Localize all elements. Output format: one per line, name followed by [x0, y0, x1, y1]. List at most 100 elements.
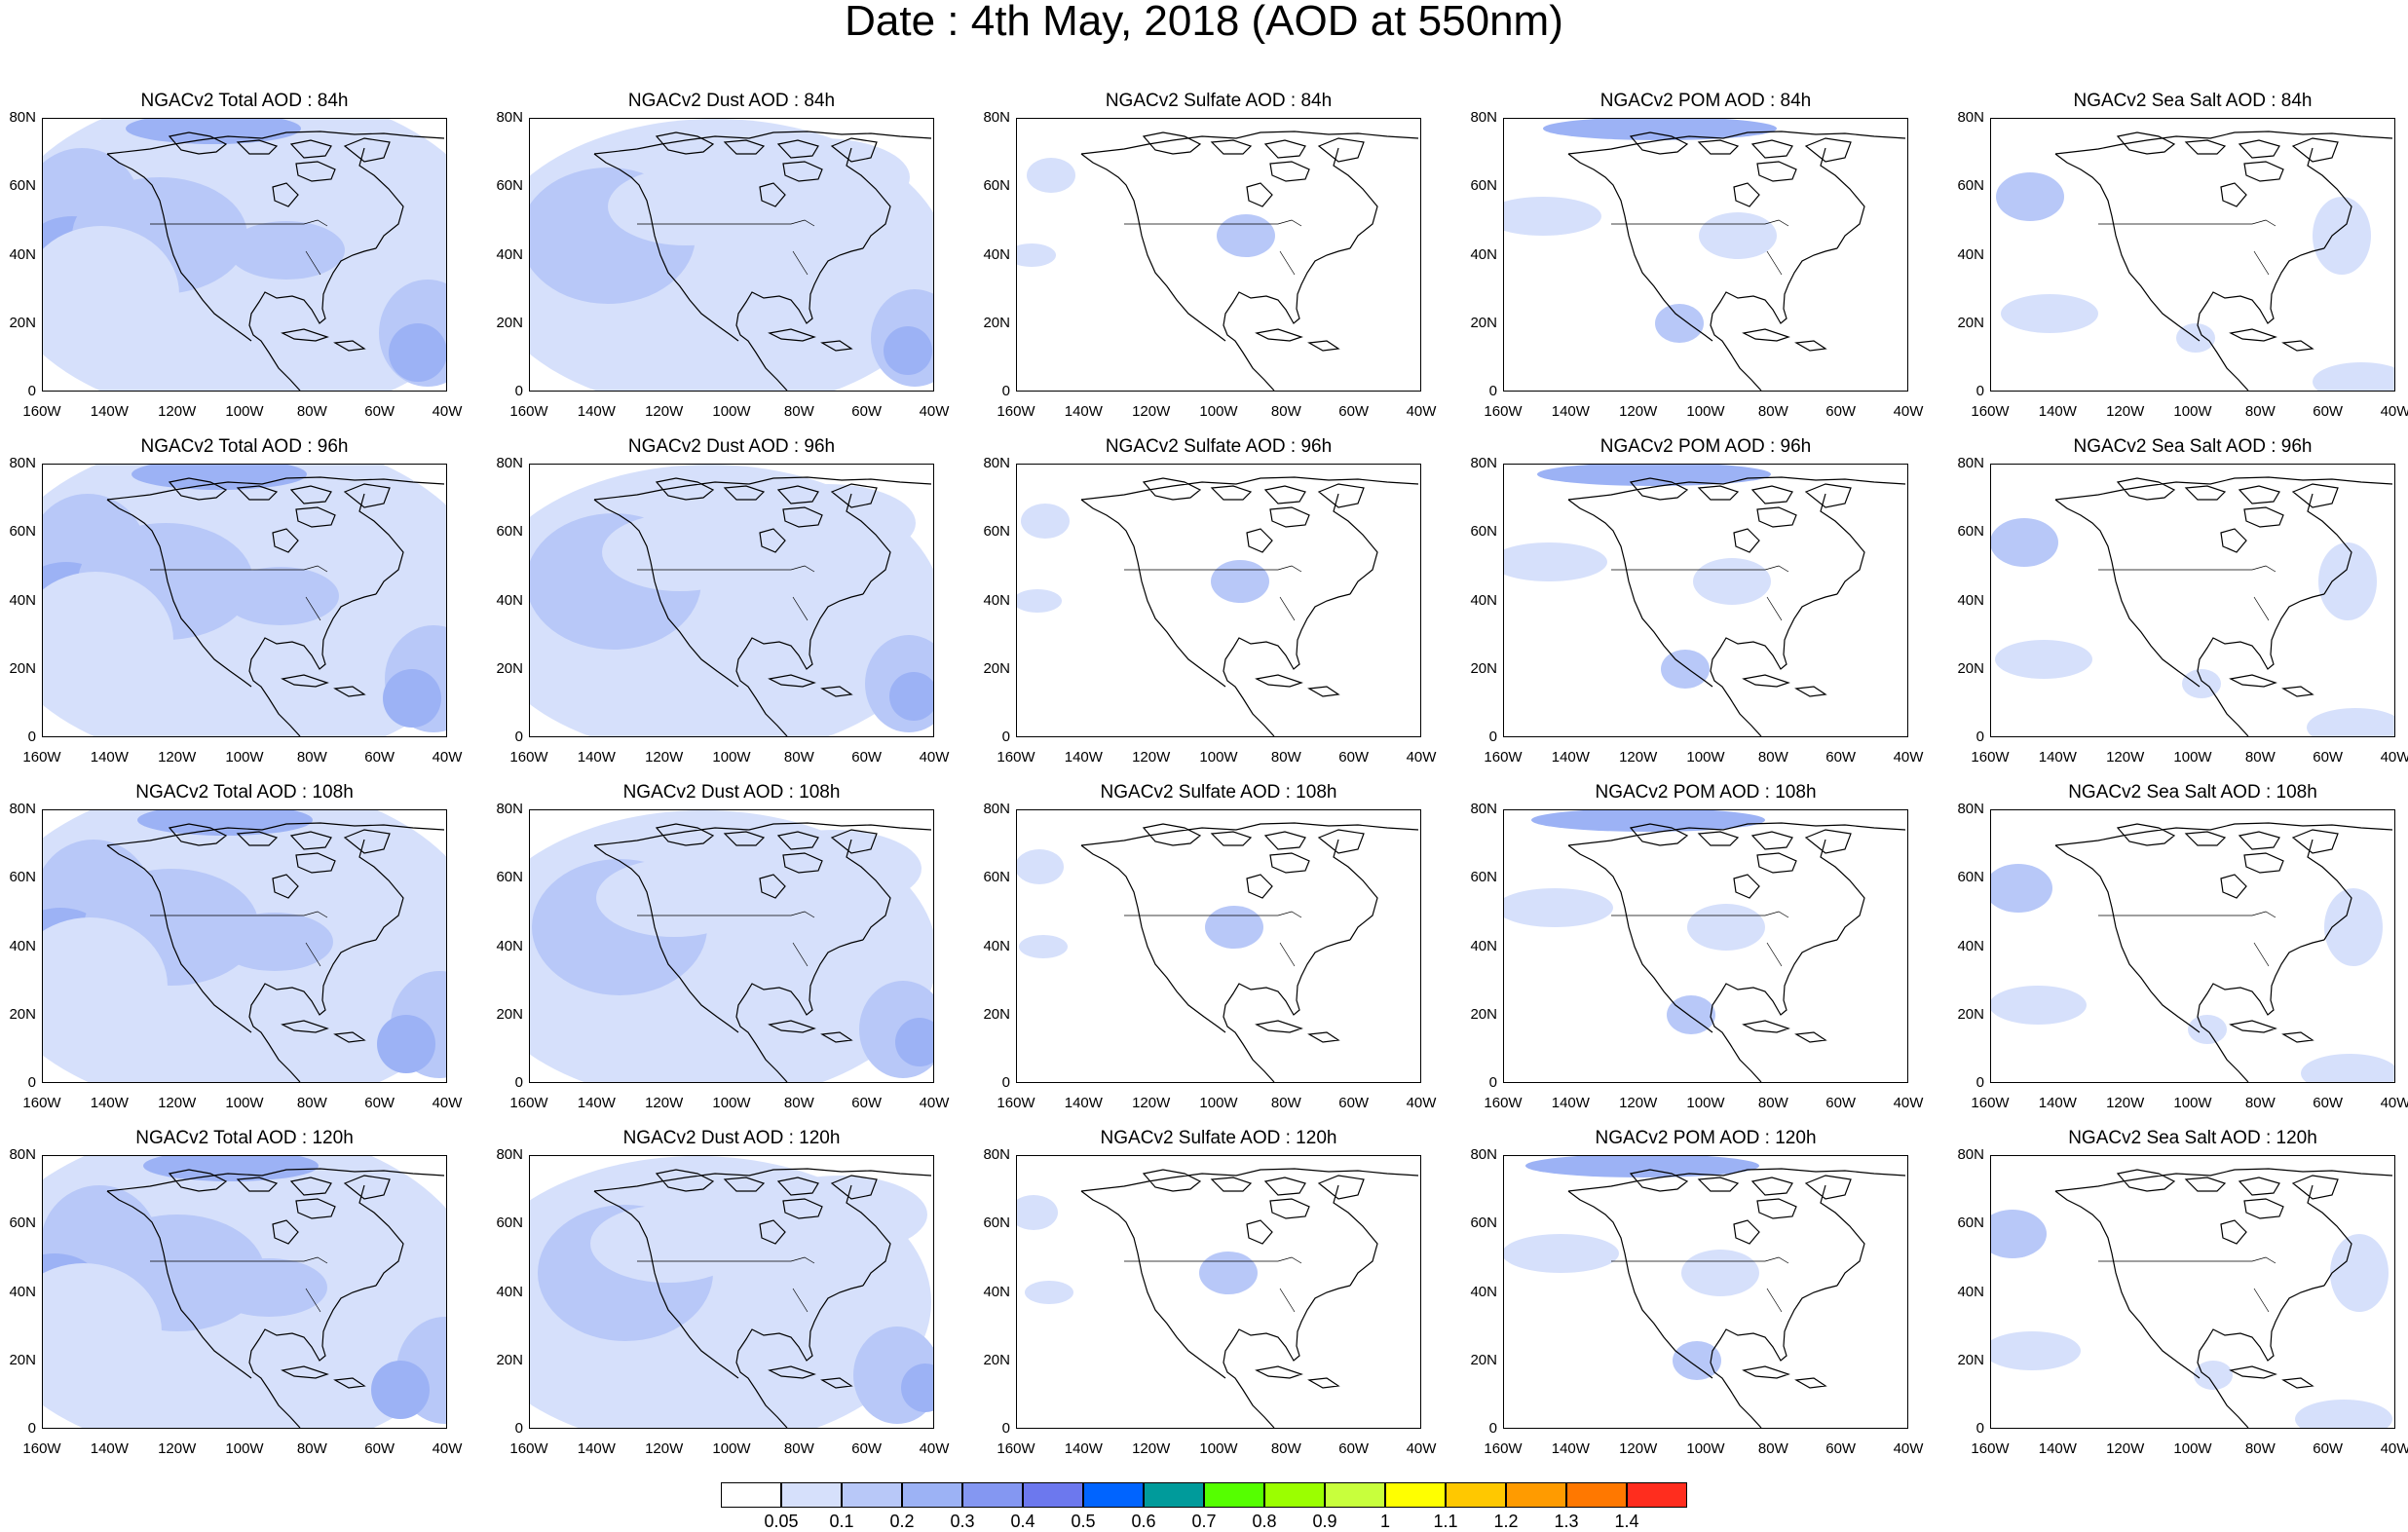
lon-tick-label: 80W: [1757, 749, 1788, 766]
aod-field-shade: [1991, 1331, 2081, 1370]
aod-field-shade: [43, 572, 173, 708]
aod-field-shade: [2318, 542, 2377, 620]
colorbar-label: 0.3: [950, 1512, 975, 1531]
lon-tick-label: 100W: [225, 749, 264, 766]
lon-tick-label: 40W: [2380, 1095, 2408, 1111]
lat-tick-label: 20N: [983, 314, 1010, 331]
lat-tick-label: 40N: [983, 245, 1010, 263]
lon-tick-label: 160W: [509, 1095, 548, 1111]
lon-tick-label: 60W: [1338, 403, 1370, 420]
aod-field-shade: [1995, 640, 2092, 679]
lat-tick-label: 80N: [1470, 1146, 1497, 1163]
aod-map-panel: [1016, 118, 1421, 392]
lat-tick-label: 60N: [1957, 869, 1984, 886]
country-border: [150, 911, 328, 967]
lat-tick-label: 0: [1975, 729, 1984, 745]
lat-tick-label: 40N: [496, 937, 523, 954]
aod-field-shade: [1991, 1210, 2047, 1258]
lon-tick-label: 40W: [1893, 749, 1924, 766]
lon-tick-label: 120W: [1619, 749, 1658, 766]
lat-tick-label: 80N: [983, 801, 1010, 817]
aod-map-panel: [529, 1155, 934, 1429]
aod-field-shade: [216, 913, 333, 971]
lon-tick-label: 140W: [2038, 403, 2077, 420]
lon-tick-label: 60W: [364, 1095, 395, 1111]
lon-tick-label: 160W: [1484, 1440, 1523, 1457]
aod-field-shade: [1017, 589, 1062, 613]
aod-field-shade: [1543, 119, 1777, 140]
lat-tick-label: 40N: [9, 591, 36, 609]
colorbar-swatch: [902, 1482, 962, 1508]
aod-field-shade: [2313, 362, 2394, 391]
lat-tick-label: 0: [514, 383, 523, 399]
lon-tick-label: 60W: [2313, 403, 2344, 420]
colorbar-label: 0.4: [1010, 1512, 1035, 1531]
colorbar-swatch: [1204, 1482, 1264, 1508]
aod-map-panel: [1503, 1155, 1908, 1429]
lat-tick-label: 80N: [983, 1146, 1010, 1163]
lon-tick-label: 100W: [1199, 1095, 1238, 1111]
lat-tick-label: 60N: [9, 869, 36, 886]
lon-tick-label: 60W: [851, 403, 883, 420]
coastline: [1080, 1168, 1419, 1428]
lon-tick-label: 100W: [1686, 1095, 1725, 1111]
lat-tick-label: 60N: [983, 523, 1010, 541]
lat-tick-label: 60N: [983, 1214, 1010, 1232]
lon-tick-label: 140W: [90, 1440, 129, 1457]
lon-tick-label: 60W: [364, 1440, 395, 1457]
lon-tick-label: 140W: [90, 749, 129, 766]
aod-map-panel: [1503, 118, 1908, 392]
lat-tick-label: 60N: [983, 869, 1010, 886]
coastline: [1567, 131, 1906, 391]
aod-field-shade: [1017, 1195, 1058, 1230]
lon-tick-label: 120W: [2106, 1440, 2145, 1457]
aod-field-shade: [228, 221, 345, 280]
lon-tick-label: 40W: [919, 403, 950, 420]
lat-tick-label: 20N: [1470, 1351, 1497, 1368]
lon-tick-label: 120W: [1132, 1440, 1171, 1457]
aod-field-shade: [608, 168, 764, 245]
lon-tick-label: 60W: [851, 1095, 883, 1111]
aod-field-shade: [1205, 906, 1263, 949]
lon-tick-label: 40W: [2380, 403, 2408, 420]
colorbar-swatch: [1446, 1482, 1506, 1508]
lat-tick-label: 20N: [1957, 659, 1984, 677]
coastline: [106, 822, 445, 1082]
lon-tick-label: 40W: [1406, 749, 1437, 766]
lon-tick-label: 40W: [1406, 1440, 1437, 1457]
colorbar-swatch: [1385, 1482, 1446, 1508]
lon-tick-label: 40W: [1893, 1095, 1924, 1111]
lat-tick-label: 20N: [1957, 1005, 1984, 1023]
aod-field-shade: [1699, 212, 1777, 259]
aod-field-shade: [596, 859, 752, 937]
lat-tick-label: 80N: [1957, 109, 1984, 126]
aod-field-shade: [2001, 294, 2098, 333]
lat-tick-label: 80N: [9, 455, 36, 471]
lat-tick-label: 60N: [496, 523, 523, 541]
lat-tick-label: 40N: [1957, 937, 1984, 954]
aod-field-shade: [895, 1018, 933, 1066]
lon-tick-label: 120W: [645, 403, 684, 420]
coastline: [593, 1168, 932, 1428]
aod-map-panel: [1503, 809, 1908, 1083]
country-border: [1124, 219, 1302, 276]
lon-tick-label: 80W: [783, 1440, 814, 1457]
aod-field-shade: [889, 672, 933, 721]
lon-tick-label: 120W: [1132, 403, 1171, 420]
lat-tick-label: 80N: [9, 1146, 36, 1163]
coastline: [1567, 822, 1906, 1082]
aod-map-panel: [529, 464, 934, 737]
aod-map-panel: [42, 464, 447, 737]
lon-tick-label: 80W: [2244, 1095, 2276, 1111]
lon-tick-label: 160W: [22, 403, 61, 420]
aod-field-shade: [43, 226, 179, 362]
lon-tick-label: 140W: [1551, 1440, 1590, 1457]
aod-field-shade: [1673, 1341, 1721, 1380]
lat-tick-label: 40N: [983, 591, 1010, 609]
lon-tick-label: 160W: [509, 749, 548, 766]
lat-tick-label: 60N: [9, 523, 36, 541]
lat-tick-label: 80N: [983, 455, 1010, 471]
lon-tick-label: 80W: [783, 403, 814, 420]
colorbar-label: 1.2: [1493, 1512, 1519, 1531]
lat-tick-label: 20N: [1470, 314, 1497, 331]
